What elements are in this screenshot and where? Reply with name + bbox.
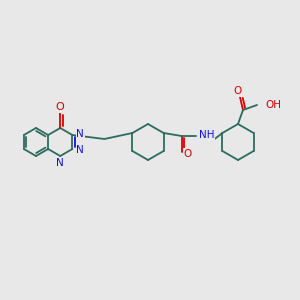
Text: OH: OH: [265, 100, 281, 110]
Text: O: O: [234, 86, 242, 96]
Text: N: N: [76, 145, 84, 155]
Text: N: N: [56, 158, 64, 168]
Text: O: O: [56, 102, 64, 112]
Text: O: O: [184, 149, 192, 159]
Text: NH: NH: [199, 130, 214, 140]
Text: N: N: [76, 129, 84, 139]
